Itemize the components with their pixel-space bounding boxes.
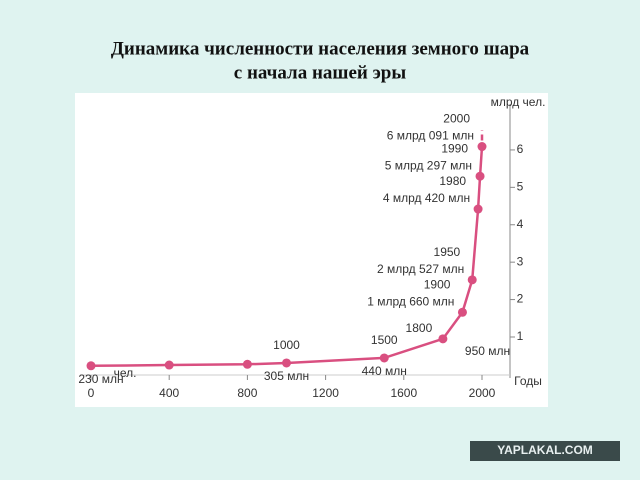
value-label: 440 млн xyxy=(362,364,407,378)
value-label: 6 млрд 091 млн xyxy=(387,129,474,143)
watermark-box xyxy=(470,441,620,461)
x-tick-label: 800 xyxy=(237,386,257,400)
chart-subtitle: с начала нашей эры xyxy=(234,62,407,83)
x-axis-label: Годы xyxy=(514,374,542,388)
value-label: 4 млрд 420 млн xyxy=(383,191,470,205)
data-point xyxy=(379,353,389,363)
data-point xyxy=(242,359,252,369)
point-year-label: 1980 xyxy=(439,174,466,188)
x-tick-label: 0 xyxy=(88,386,95,400)
y-tick-label: 2 xyxy=(517,292,524,306)
data-point xyxy=(475,171,485,181)
point-year-label: 1950 xyxy=(434,245,461,259)
x-tick-label: 400 xyxy=(159,386,179,400)
value-label: 5 млрд 297 млн xyxy=(385,158,472,172)
y-tick-label: 3 xyxy=(517,254,524,268)
x-tick-label: 1200 xyxy=(312,386,339,400)
data-point xyxy=(477,142,487,152)
chart-title: Динамика численности населения земного ш… xyxy=(111,38,530,59)
watermark: YAPLAKAL.COM xyxy=(497,443,593,457)
y-axis-label: млрд чел. xyxy=(491,95,546,109)
value-label: 1 млрд 660 млн xyxy=(367,294,454,308)
data-point xyxy=(457,307,467,317)
y-tick-label: 4 xyxy=(517,217,524,231)
unit-note: чел. xyxy=(114,366,137,380)
y-tick-label: 6 xyxy=(517,142,524,156)
value-label: 2 млрд 527 млн xyxy=(377,262,464,276)
data-point xyxy=(282,358,291,368)
y-tick-label: 5 xyxy=(517,180,524,194)
point-year-label: 1000 xyxy=(273,338,300,352)
point-year-label: 2000 xyxy=(443,112,470,126)
x-tick-label: 2000 xyxy=(469,386,496,400)
data-point xyxy=(467,275,477,285)
data-point xyxy=(438,334,448,344)
value-label: 950 млн xyxy=(465,344,510,358)
data-point xyxy=(164,360,174,370)
point-year-label: 1990 xyxy=(441,141,468,155)
data-point xyxy=(86,361,96,371)
point-year-label: 1900 xyxy=(424,277,451,291)
value-label: 230 млн xyxy=(78,372,123,386)
y-tick-label: 1 xyxy=(517,329,524,343)
data-point xyxy=(473,204,483,214)
point-year-label: 1500 xyxy=(371,333,398,347)
chart-panel xyxy=(75,93,548,407)
x-tick-label: 1600 xyxy=(390,386,417,400)
value-label: 305 млн xyxy=(264,369,309,383)
point-year-label: 1800 xyxy=(406,321,433,335)
